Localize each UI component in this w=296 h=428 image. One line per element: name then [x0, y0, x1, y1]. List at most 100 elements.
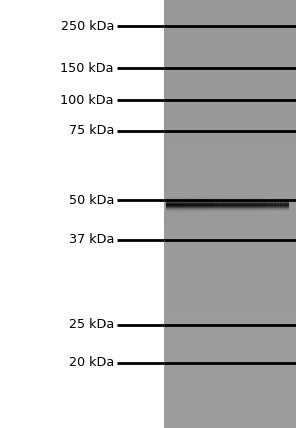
Bar: [164, 208, 296, 214]
Bar: [185, 197, 188, 213]
Bar: [166, 201, 289, 202]
Bar: [197, 197, 200, 213]
Bar: [209, 197, 213, 213]
Bar: [164, 267, 296, 273]
Bar: [164, 21, 296, 27]
Bar: [169, 197, 173, 213]
Bar: [164, 138, 296, 145]
Bar: [276, 197, 280, 213]
Bar: [164, 368, 296, 374]
Bar: [164, 342, 296, 348]
Bar: [164, 288, 296, 294]
Bar: [166, 204, 289, 205]
Bar: [164, 48, 296, 54]
Bar: [246, 197, 249, 213]
Bar: [173, 197, 176, 213]
Bar: [228, 197, 231, 213]
Bar: [164, 101, 296, 107]
Bar: [176, 197, 179, 213]
Bar: [164, 15, 296, 21]
Bar: [164, 352, 296, 359]
Bar: [166, 200, 289, 201]
Bar: [164, 320, 296, 327]
Bar: [164, 31, 296, 38]
Bar: [164, 331, 296, 337]
Text: 20 kDa: 20 kDa: [69, 357, 114, 369]
Bar: [164, 5, 296, 11]
Bar: [203, 197, 206, 213]
Bar: [164, 165, 296, 171]
Bar: [164, 250, 296, 257]
Bar: [166, 211, 289, 212]
Bar: [166, 197, 289, 198]
Bar: [166, 207, 289, 208]
Bar: [166, 201, 289, 202]
Bar: [164, 37, 296, 43]
Bar: [178, 197, 182, 213]
Bar: [164, 213, 296, 219]
Bar: [286, 197, 289, 213]
Bar: [164, 122, 296, 128]
Bar: [166, 204, 289, 205]
Bar: [164, 256, 296, 262]
Bar: [166, 209, 289, 210]
Bar: [164, 294, 296, 300]
Bar: [164, 10, 296, 16]
Bar: [164, 192, 296, 198]
Bar: [164, 224, 296, 230]
Bar: [164, 401, 296, 407]
Bar: [282, 197, 286, 213]
Bar: [191, 197, 194, 213]
Bar: [164, 240, 296, 246]
Bar: [164, 0, 296, 5]
Text: 50 kDa: 50 kDa: [69, 193, 114, 206]
Bar: [164, 218, 296, 225]
Bar: [164, 155, 296, 160]
Bar: [240, 197, 243, 213]
Bar: [164, 325, 296, 332]
Bar: [166, 202, 289, 203]
Bar: [164, 235, 296, 241]
Bar: [231, 197, 234, 213]
Bar: [221, 197, 225, 213]
Bar: [164, 187, 296, 193]
Bar: [194, 197, 197, 213]
Bar: [164, 245, 296, 252]
Bar: [164, 176, 296, 182]
Bar: [166, 197, 289, 198]
Bar: [164, 42, 296, 48]
Bar: [164, 197, 296, 203]
Text: 100 kDa: 100 kDa: [60, 93, 114, 107]
Bar: [206, 197, 210, 213]
Bar: [218, 197, 222, 213]
Text: 150 kDa: 150 kDa: [60, 62, 114, 74]
Bar: [215, 197, 219, 213]
Bar: [164, 416, 296, 423]
Bar: [164, 58, 296, 64]
Bar: [212, 197, 215, 213]
Bar: [261, 197, 264, 213]
Bar: [166, 212, 289, 213]
Bar: [164, 406, 296, 412]
Bar: [164, 347, 296, 353]
Bar: [164, 389, 296, 396]
Bar: [166, 197, 170, 213]
Bar: [166, 206, 289, 207]
Bar: [164, 358, 296, 364]
Bar: [166, 199, 289, 200]
Bar: [164, 80, 296, 86]
Bar: [166, 203, 289, 204]
Bar: [273, 197, 277, 213]
Bar: [237, 197, 240, 213]
Bar: [200, 197, 203, 213]
Bar: [166, 206, 289, 207]
Bar: [164, 112, 296, 118]
Bar: [164, 336, 296, 342]
Bar: [164, 133, 296, 139]
Bar: [164, 261, 296, 268]
Bar: [166, 198, 289, 199]
Bar: [164, 229, 296, 235]
Bar: [166, 210, 289, 211]
Bar: [270, 197, 274, 213]
Bar: [164, 422, 296, 428]
